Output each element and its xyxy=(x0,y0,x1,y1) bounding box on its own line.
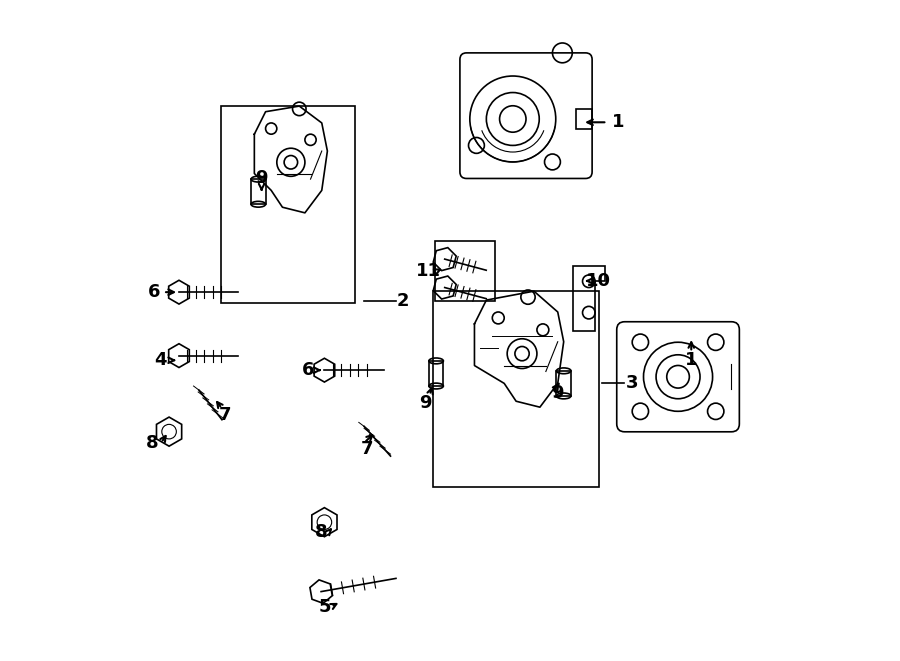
Text: 6: 6 xyxy=(302,361,314,379)
Bar xyxy=(576,109,592,129)
Text: 7: 7 xyxy=(361,440,374,459)
Text: 9: 9 xyxy=(256,169,268,188)
Text: 8: 8 xyxy=(315,523,328,541)
Bar xyxy=(220,106,356,303)
Bar xyxy=(428,361,444,386)
Text: 11: 11 xyxy=(417,262,441,280)
Bar xyxy=(251,179,266,204)
Bar xyxy=(556,371,571,396)
Text: 1: 1 xyxy=(612,113,625,132)
Text: 5: 5 xyxy=(319,598,330,616)
Text: 6: 6 xyxy=(148,283,160,301)
Text: 4: 4 xyxy=(154,351,166,369)
Text: 9: 9 xyxy=(418,394,431,412)
Text: 9: 9 xyxy=(551,384,563,403)
Text: 2: 2 xyxy=(396,292,409,310)
Bar xyxy=(433,291,599,488)
Text: 10: 10 xyxy=(586,272,611,290)
Text: 7: 7 xyxy=(219,406,231,424)
Bar xyxy=(436,241,495,301)
Text: 1: 1 xyxy=(685,351,698,369)
Text: 3: 3 xyxy=(626,374,638,393)
Text: 8: 8 xyxy=(146,434,159,452)
